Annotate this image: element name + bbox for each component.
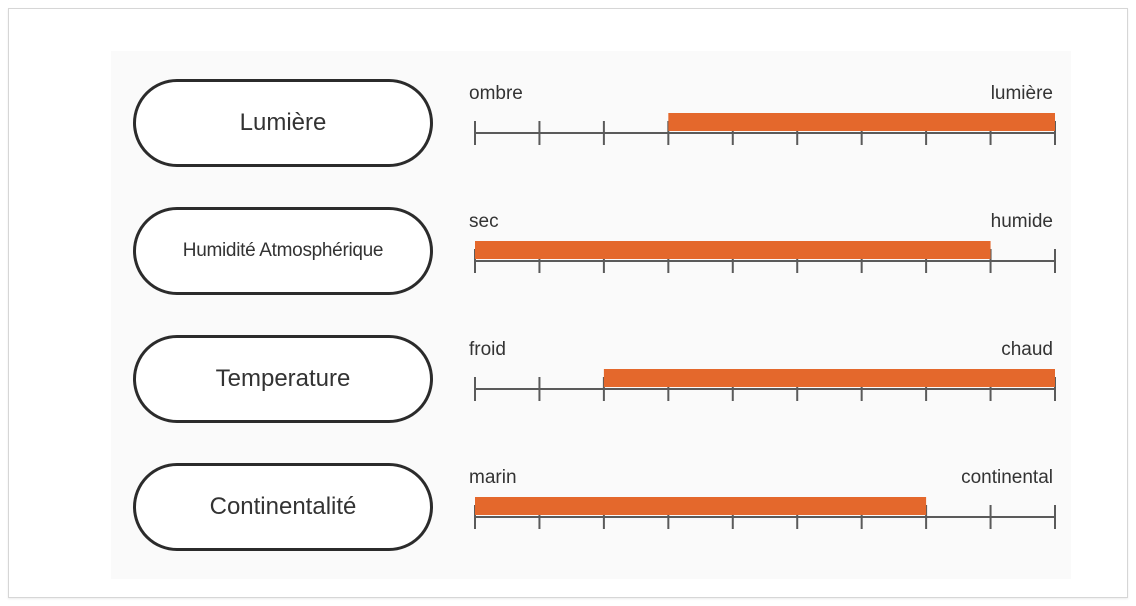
range-bar <box>668 113 1055 131</box>
range-bar <box>603 369 1055 387</box>
scale-humidite <box>474 241 1056 273</box>
low-label-humidite: sec <box>469 211 499 232</box>
low-label-continentalite: marin <box>469 467 517 488</box>
high-label-humidite: humide <box>990 211 1053 232</box>
range-bar <box>475 241 991 259</box>
row-continentalite: Continentalité marin continental <box>111 435 1071 555</box>
high-label-temperature: chaud <box>1001 339 1053 360</box>
range-bar <box>475 497 927 515</box>
scale-lumiere <box>474 113 1056 145</box>
factor-label-temperature: Temperature <box>133 335 433 423</box>
low-label-temperature: froid <box>469 339 506 360</box>
row-humidite: Humidité Atmosphérique sec humide <box>111 179 1071 299</box>
high-label-lumiere: lumière <box>990 83 1053 104</box>
row-temperature: Temperature froid chaud <box>111 307 1071 427</box>
scale-continentalite <box>474 497 1056 529</box>
low-label-lumiere: ombre <box>469 83 523 104</box>
scale-temperature <box>474 369 1056 401</box>
figure-frame: Lumière ombre lumière Humidité Atmosphér… <box>8 8 1128 598</box>
row-lumiere: Lumière ombre lumière <box>111 51 1071 171</box>
factor-label-humidite: Humidité Atmosphérique <box>133 207 433 295</box>
chart-panel: Lumière ombre lumière Humidité Atmosphér… <box>111 51 1071 579</box>
factor-label-continentalite: Continentalité <box>133 463 433 551</box>
high-label-continentalite: continental <box>961 467 1053 488</box>
factor-label-lumiere: Lumière <box>133 79 433 167</box>
